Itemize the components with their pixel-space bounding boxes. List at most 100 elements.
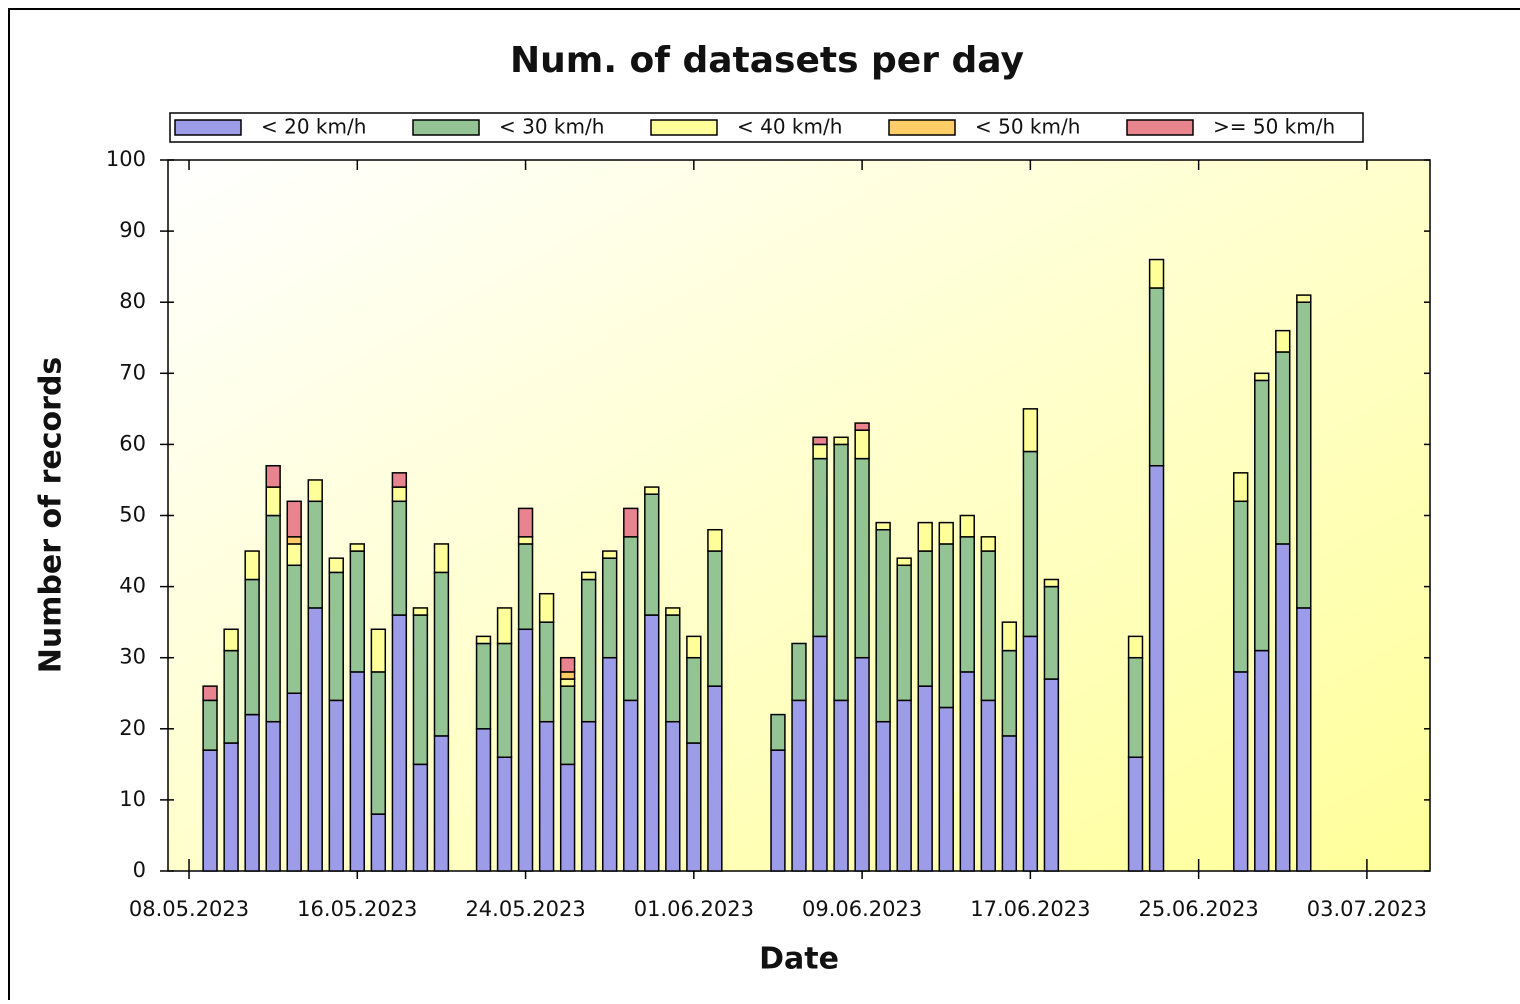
bar-segment bbox=[938, 543, 954, 709]
bar-segment bbox=[644, 614, 660, 872]
bar-segment bbox=[980, 536, 996, 552]
bar-segment bbox=[1296, 301, 1312, 609]
bar-segment bbox=[875, 720, 891, 872]
bar-segment bbox=[475, 728, 492, 872]
bar-segment bbox=[202, 749, 218, 872]
chart-title: Num. of datasets per day bbox=[510, 40, 1024, 81]
bar-segment bbox=[707, 550, 723, 687]
bar-segment bbox=[1233, 472, 1249, 503]
y-tick-label: 90 bbox=[119, 218, 146, 242]
bar-segment bbox=[1275, 543, 1291, 872]
x-tick-label: 17.06.2023 bbox=[970, 897, 1090, 921]
bar-segment bbox=[559, 656, 576, 673]
bar-segment bbox=[602, 656, 618, 872]
legend-swatch bbox=[412, 119, 480, 136]
bar-segment bbox=[391, 486, 408, 503]
bar-segment bbox=[559, 763, 576, 872]
bar-segment bbox=[433, 735, 450, 872]
bar-segment bbox=[538, 592, 555, 623]
bar-segment bbox=[307, 500, 323, 609]
bar-segment bbox=[580, 578, 597, 723]
bar-segment bbox=[665, 720, 681, 872]
bar-segment bbox=[517, 543, 534, 631]
bar-segment bbox=[580, 720, 597, 872]
bar-segment bbox=[1022, 408, 1039, 453]
bar-segment bbox=[602, 550, 618, 559]
bar-segment bbox=[328, 557, 344, 574]
bar-segment bbox=[265, 720, 281, 872]
bar-segment bbox=[202, 685, 218, 702]
bar-segment bbox=[812, 436, 828, 446]
bar-segment bbox=[623, 699, 639, 872]
bar-segment bbox=[1275, 329, 1291, 353]
y-tick-label: 30 bbox=[119, 645, 146, 669]
bar-segment bbox=[559, 685, 576, 766]
bar-segment bbox=[686, 656, 702, 744]
bar-segment bbox=[1001, 621, 1018, 652]
bar-segment bbox=[349, 543, 365, 552]
legend-swatch bbox=[174, 119, 242, 136]
bar-segment bbox=[1001, 735, 1018, 872]
bar-segment bbox=[223, 649, 239, 744]
bar-segment bbox=[854, 457, 870, 659]
bar-segment bbox=[286, 500, 302, 538]
legend-swatch bbox=[1126, 119, 1194, 136]
bar-segment bbox=[349, 550, 365, 673]
x-tick-label: 01.06.2023 bbox=[634, 897, 754, 921]
bar-segment bbox=[665, 607, 681, 616]
legend-label: < 20 km/h bbox=[261, 115, 366, 139]
bar-segment bbox=[980, 699, 996, 872]
bar-segment bbox=[791, 699, 807, 872]
bar-segment bbox=[854, 429, 870, 460]
bar-segment bbox=[1233, 500, 1249, 673]
bar-segment bbox=[412, 614, 429, 766]
bar-segment bbox=[559, 678, 576, 687]
legend-label: < 30 km/h bbox=[499, 115, 604, 139]
bar-segment bbox=[496, 607, 513, 645]
bar-segment bbox=[1296, 294, 1312, 303]
bar-segment bbox=[854, 656, 870, 872]
bar-segment bbox=[391, 472, 408, 488]
bar-segment bbox=[959, 514, 975, 538]
bar-segment bbox=[1022, 635, 1039, 872]
bar-segment bbox=[307, 479, 323, 503]
frame bbox=[8, 8, 1520, 1004]
bar-segment bbox=[433, 571, 450, 737]
y-axis-label: Number of records bbox=[34, 357, 69, 674]
bar-segment bbox=[328, 699, 344, 872]
bar-segment bbox=[475, 642, 492, 730]
bar-segment bbox=[244, 578, 260, 716]
bar-segment bbox=[223, 628, 239, 652]
bar-segment bbox=[623, 536, 639, 702]
bar-segment bbox=[644, 486, 660, 495]
bar-segment bbox=[412, 607, 429, 616]
legend-label: < 50 km/h bbox=[975, 115, 1080, 139]
bar-segment bbox=[812, 457, 828, 638]
bar-segment bbox=[475, 635, 492, 645]
y-tick-label: 80 bbox=[119, 289, 146, 313]
bar-segment bbox=[1127, 756, 1144, 872]
bar-segment bbox=[854, 422, 870, 431]
bar-segment bbox=[770, 713, 786, 751]
bar-segment bbox=[896, 564, 912, 702]
bar-segment bbox=[1043, 578, 1060, 588]
bar-segment bbox=[580, 571, 597, 581]
y-tick-label: 20 bbox=[119, 716, 146, 740]
bar-segment bbox=[875, 521, 891, 531]
x-tick-label: 24.05.2023 bbox=[465, 897, 585, 921]
bar-segment bbox=[959, 671, 975, 872]
bar-segment bbox=[644, 493, 660, 616]
y-tick-label: 70 bbox=[119, 360, 146, 384]
bar-segment bbox=[1275, 351, 1291, 545]
bar-segment bbox=[1127, 635, 1144, 659]
bar-segment bbox=[1148, 287, 1165, 467]
bar-segment bbox=[349, 671, 365, 872]
bar-segment bbox=[896, 699, 912, 872]
bar-segment bbox=[602, 557, 618, 659]
bar-segment bbox=[286, 692, 302, 872]
bar-segment bbox=[559, 671, 576, 680]
bar-segment bbox=[538, 720, 555, 872]
bar-segment bbox=[370, 671, 387, 815]
bar-segment bbox=[265, 514, 281, 723]
